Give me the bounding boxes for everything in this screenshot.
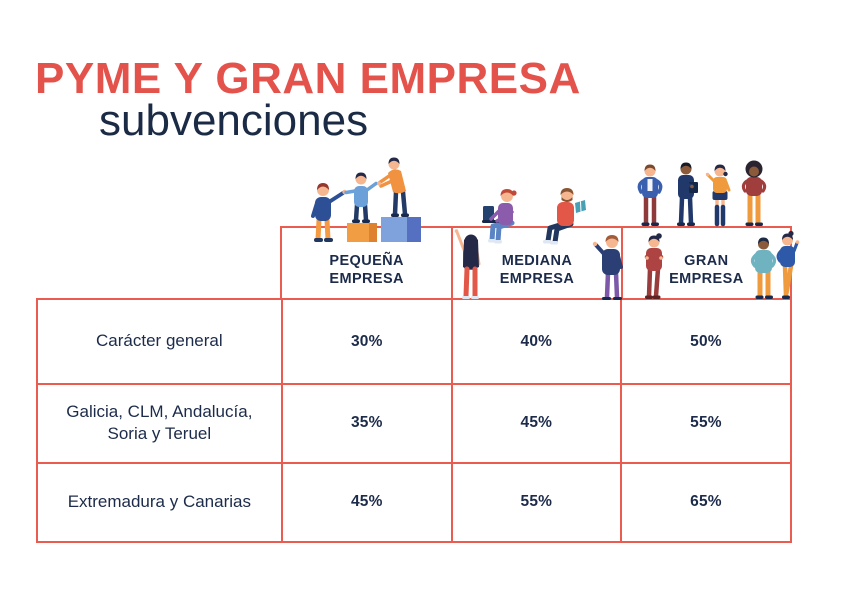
person-on-ground — [311, 183, 347, 242]
person-navy-top-crossed-legs — [776, 230, 800, 299]
table-value: 30% — [280, 300, 451, 384]
person-sitting-laptop — [482, 189, 517, 244]
table-header-row: PEQUEÑA EMPRESA MEDIANA EMPRESA GRAN EMP… — [280, 226, 792, 300]
person-afro-maroon-top — [741, 160, 767, 226]
teamwork-climbing-boxes-illustration — [311, 157, 421, 242]
person-orange-top-boots — [705, 164, 731, 227]
business-people-group-illustration — [637, 160, 800, 299]
table-value: 65% — [619, 461, 790, 541]
page-subtitle: subvenciones — [99, 96, 369, 145]
table-value: 40% — [450, 300, 620, 384]
person-helping-on-box — [377, 157, 409, 217]
person-standing-reaching — [454, 229, 481, 299]
column-header-pequena-empresa: PEQUEÑA EMPRESA — [329, 252, 404, 287]
person-sitting-reading — [543, 188, 586, 245]
table-value: 45% — [280, 461, 451, 541]
person-blue-jacket — [637, 164, 663, 226]
person-crossed-arms — [644, 233, 664, 299]
subsidies-table: Carácter general 30% 40% 50% Galicia, CL… — [36, 298, 792, 543]
person-standing-waving — [592, 235, 623, 300]
person-navy-suit-clipboard — [677, 162, 698, 226]
row-label: Galicia, CLM, Andalucía, Soria y Teruel — [38, 383, 281, 461]
table-value: 50% — [619, 300, 790, 384]
column-header-mediana-empresa: MEDIANA EMPRESA — [451, 228, 620, 298]
person-teal-shirt — [751, 237, 776, 299]
row-label: Extremadura y Canarias — [38, 461, 281, 541]
row-label: Carácter general — [96, 331, 223, 351]
person-climbing — [344, 172, 378, 223]
page-title: PYME Y GRAN EMPRESA — [35, 54, 581, 103]
table-value: 55% — [450, 461, 620, 541]
table-value: 55% — [619, 383, 790, 462]
column-header-gran-empresa: GRAN EMPRESA — [620, 228, 790, 298]
table-value: 35% — [280, 383, 451, 462]
people-working-illustration — [454, 188, 623, 300]
table-value: 45% — [450, 383, 620, 462]
